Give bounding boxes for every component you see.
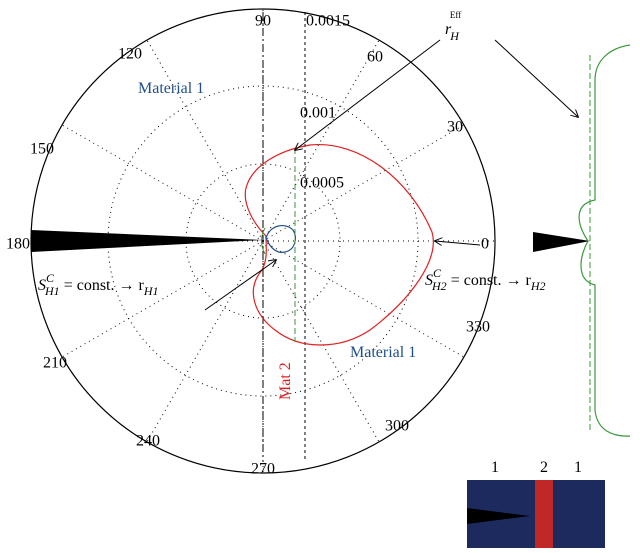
subscript: H1 bbox=[44, 284, 60, 298]
text: = const. → r bbox=[60, 277, 145, 294]
grid-spoke bbox=[147, 40, 263, 241]
grid-spoke bbox=[263, 125, 464, 241]
arrow bbox=[205, 260, 276, 310]
angle-label: 90 bbox=[255, 13, 271, 30]
grid-spoke bbox=[62, 241, 263, 357]
angle-label: 30 bbox=[447, 119, 463, 136]
annotation: rHEff bbox=[445, 10, 461, 43]
angle-label: 330 bbox=[466, 319, 490, 336]
superscript: C bbox=[46, 271, 55, 285]
radial-label: 0.0005 bbox=[300, 175, 344, 192]
material-label: Material 1 bbox=[350, 344, 416, 361]
subscript: H bbox=[449, 29, 460, 43]
arrow bbox=[435, 241, 480, 245]
angle-label: 180 bbox=[6, 236, 30, 253]
grid-spoke bbox=[147, 241, 263, 442]
subscript: H2 bbox=[530, 279, 546, 293]
text: = const. → r bbox=[447, 272, 532, 289]
inset-label: 1 bbox=[574, 459, 582, 476]
grid-spoke bbox=[263, 241, 379, 442]
angle-label: 60 bbox=[367, 49, 383, 66]
radial-label: 0.001 bbox=[300, 105, 336, 122]
figure: 1 2 1 Material 1 Material 1 Mat 2 rHEff … bbox=[0, 0, 640, 548]
angle-label: 150 bbox=[30, 141, 54, 158]
angle-label: 240 bbox=[136, 433, 160, 450]
superscript: Eff bbox=[450, 10, 461, 20]
crack-wedge bbox=[31, 230, 263, 252]
subscript: H2 bbox=[431, 279, 447, 293]
radial-label: 0.0015 bbox=[306, 13, 350, 30]
arrow bbox=[495, 40, 578, 117]
angle-label: 210 bbox=[43, 355, 67, 372]
angle-label: 0 bbox=[481, 236, 489, 253]
inset-label: 1 bbox=[491, 459, 499, 476]
inset-label: 2 bbox=[540, 459, 548, 476]
angle-label: 300 bbox=[385, 418, 409, 435]
angle-label: 120 bbox=[118, 46, 142, 63]
material-label: Material 1 bbox=[138, 80, 204, 97]
material1-curve bbox=[266, 226, 295, 253]
grid-spoke bbox=[263, 40, 379, 241]
grid-spoke bbox=[62, 125, 263, 241]
superscript: C bbox=[433, 266, 442, 280]
crack-wedge bbox=[533, 232, 590, 252]
inset-material2 bbox=[535, 480, 553, 548]
grid-spoke bbox=[263, 241, 464, 357]
subscript: H1 bbox=[143, 284, 159, 298]
material-label: Mat 2 bbox=[277, 362, 294, 400]
angle-label: 270 bbox=[251, 461, 275, 478]
